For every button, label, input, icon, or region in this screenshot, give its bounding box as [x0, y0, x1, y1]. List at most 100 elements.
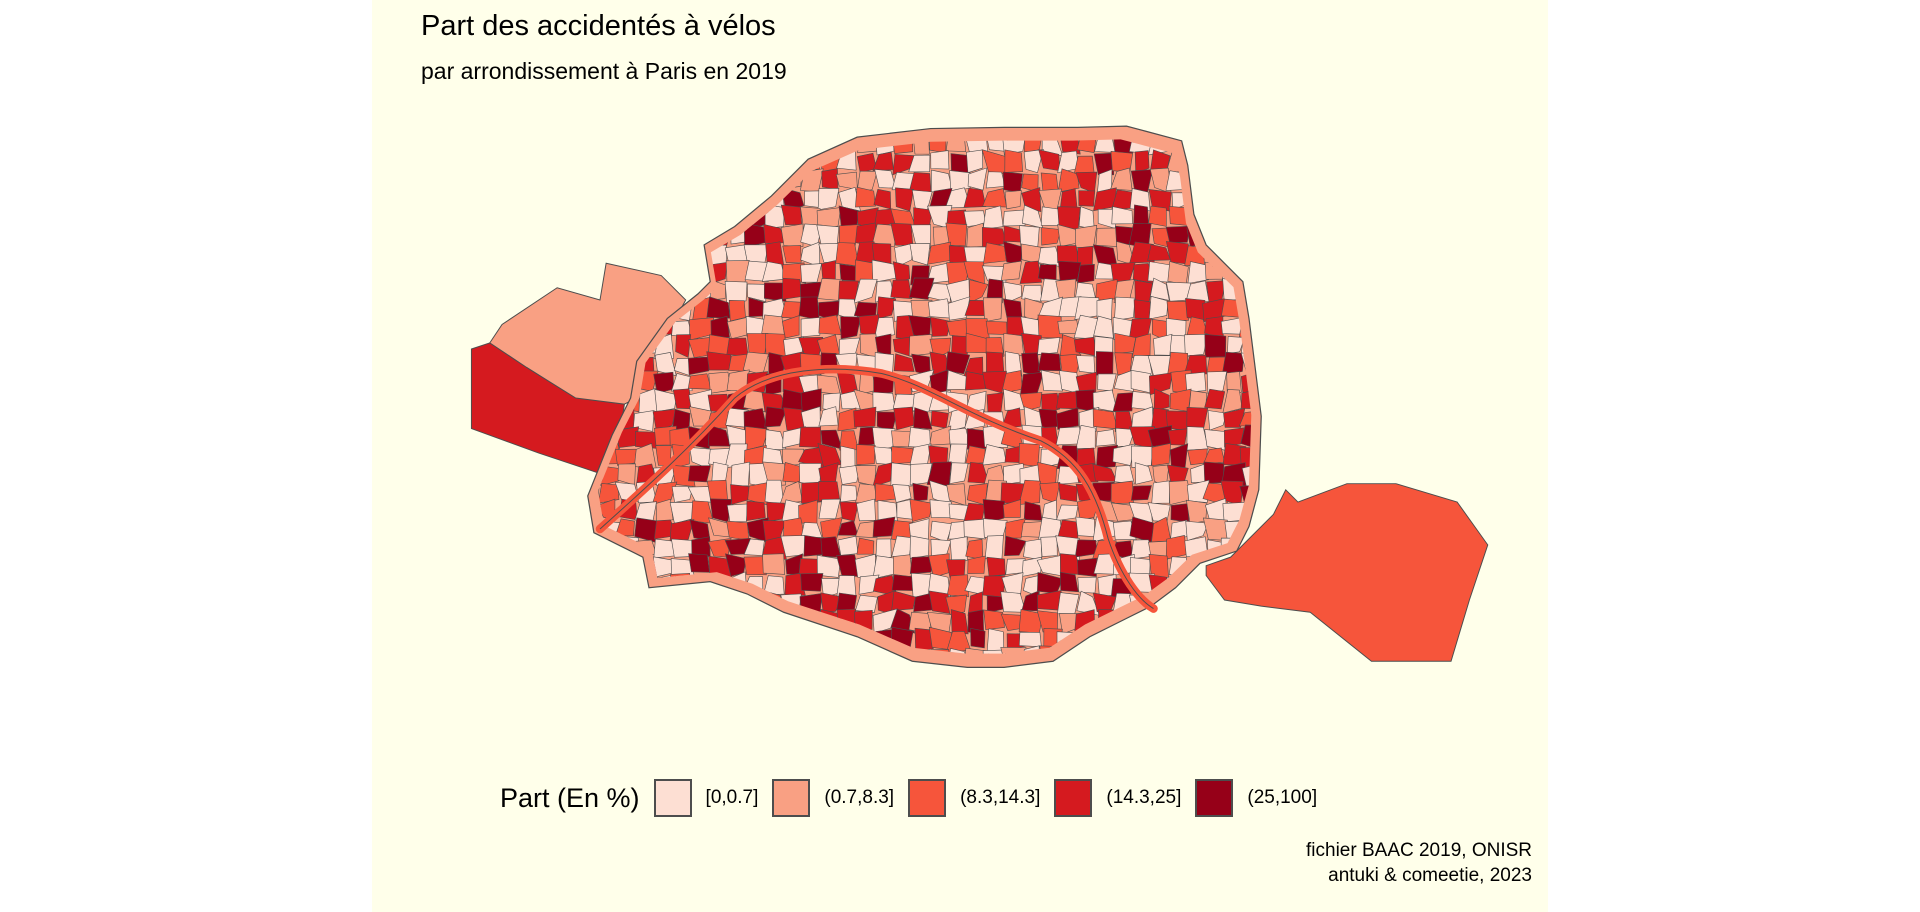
caption-authors: antuki & comeetie, 2023: [1328, 865, 1532, 886]
map-cell: [687, 465, 711, 483]
map-cell: [1093, 152, 1114, 176]
map-cell: [1207, 189, 1227, 210]
map-cell: [818, 648, 842, 654]
map-cell: [1262, 627, 1280, 650]
map-cell: [782, 245, 802, 264]
map-cell: [634, 591, 658, 612]
map-cell: [945, 222, 968, 247]
map-cell: [1224, 608, 1246, 635]
map-cell: [652, 115, 677, 138]
map-cell: [1184, 574, 1209, 595]
map-cell: [614, 554, 637, 579]
map-cell: [968, 279, 989, 304]
map-cell: [967, 555, 986, 574]
map-cell: [598, 139, 617, 156]
map-cell: [856, 537, 875, 555]
map-cell: [763, 645, 783, 654]
map-cell: [674, 666, 694, 687]
map-cell: [673, 172, 695, 190]
map-cell: [707, 610, 727, 631]
map-cell: [671, 485, 694, 503]
map-cell: [598, 591, 621, 615]
map-cell: [1023, 538, 1043, 561]
map-cell: [1076, 264, 1095, 284]
map-cell: [598, 169, 623, 193]
map-cell: [1242, 626, 1252, 651]
map-cell: [1187, 119, 1206, 136]
map-cell: [1240, 388, 1252, 410]
map-cell: [782, 665, 803, 686]
map-cell: [822, 630, 839, 653]
map-cell: [1258, 303, 1280, 320]
map-cell: [1187, 629, 1210, 650]
map-cell: [669, 519, 695, 542]
map-cell: [711, 139, 730, 155]
map-cell: [982, 205, 1004, 230]
map-cell: [1095, 227, 1118, 247]
map-cell: [1037, 337, 1061, 355]
map-cell: [688, 553, 710, 573]
legend-label: [0,0.7]: [705, 787, 759, 808]
map-cell: [875, 538, 892, 558]
legend-label: (8.3,14.3]: [960, 787, 1041, 808]
map-cell: [601, 555, 622, 576]
map-cell: [1130, 485, 1152, 501]
map-cell: [1111, 629, 1131, 648]
map-cell: [1025, 665, 1042, 687]
map-cell: [1224, 210, 1241, 230]
map-cell: [762, 152, 785, 173]
map-cell: [818, 480, 840, 502]
map-cell: [780, 113, 800, 136]
map-cell: [1059, 139, 1081, 155]
map-cell: [706, 646, 730, 654]
map-cell: [1259, 206, 1282, 229]
map-cell: [909, 498, 933, 522]
map-cell: [669, 261, 693, 284]
map-cell: [1004, 149, 1023, 173]
map-cell: [598, 538, 604, 560]
map-cell: [1259, 115, 1282, 136]
map-cell: [1183, 608, 1204, 632]
legend-swatch: [1195, 779, 1234, 817]
legend-swatch: [653, 779, 692, 817]
map-cell: [633, 611, 657, 632]
map-cell: [970, 627, 986, 649]
map-cell: [1202, 172, 1225, 189]
map-cell: [1040, 369, 1063, 392]
map-cell: [651, 647, 675, 654]
map-cell: [762, 553, 786, 575]
map-cell: [633, 630, 659, 651]
map-cell: [909, 556, 934, 574]
map-cell: [1058, 482, 1078, 502]
map-cell: [1261, 315, 1278, 337]
map-cell: [1059, 571, 1079, 593]
legend-key: [0,0.7]: [653, 779, 759, 817]
map-cell: [1134, 150, 1150, 174]
legend-title: Part (En %): [500, 782, 640, 813]
map-cell: [765, 610, 788, 630]
map-cell: [724, 171, 751, 194]
map-cell: [1075, 225, 1098, 248]
map-cell: [1005, 668, 1022, 689]
map-cell: [1112, 443, 1136, 466]
map-cell: [1240, 645, 1252, 654]
map-cell: [1221, 139, 1247, 151]
map-cell: [1221, 664, 1246, 684]
map-cell: [1240, 151, 1252, 175]
map-cell: [872, 391, 896, 413]
map-cell: [598, 170, 599, 189]
map-cell: [853, 278, 878, 304]
map-cell: [584, 612, 597, 630]
legend-key: (14.3,25]: [1054, 779, 1181, 817]
map-cell: [633, 242, 658, 265]
map-cell: [908, 277, 935, 300]
map-cell: [1207, 151, 1227, 174]
map-cell: [782, 277, 803, 300]
map-cell: [908, 154, 931, 173]
map-cell: [635, 204, 659, 229]
map-cell: [929, 499, 953, 519]
map-cell: [672, 243, 695, 265]
map-cell: [1134, 462, 1153, 485]
map-cell: [1111, 206, 1133, 225]
map-cell: [1220, 649, 1244, 654]
